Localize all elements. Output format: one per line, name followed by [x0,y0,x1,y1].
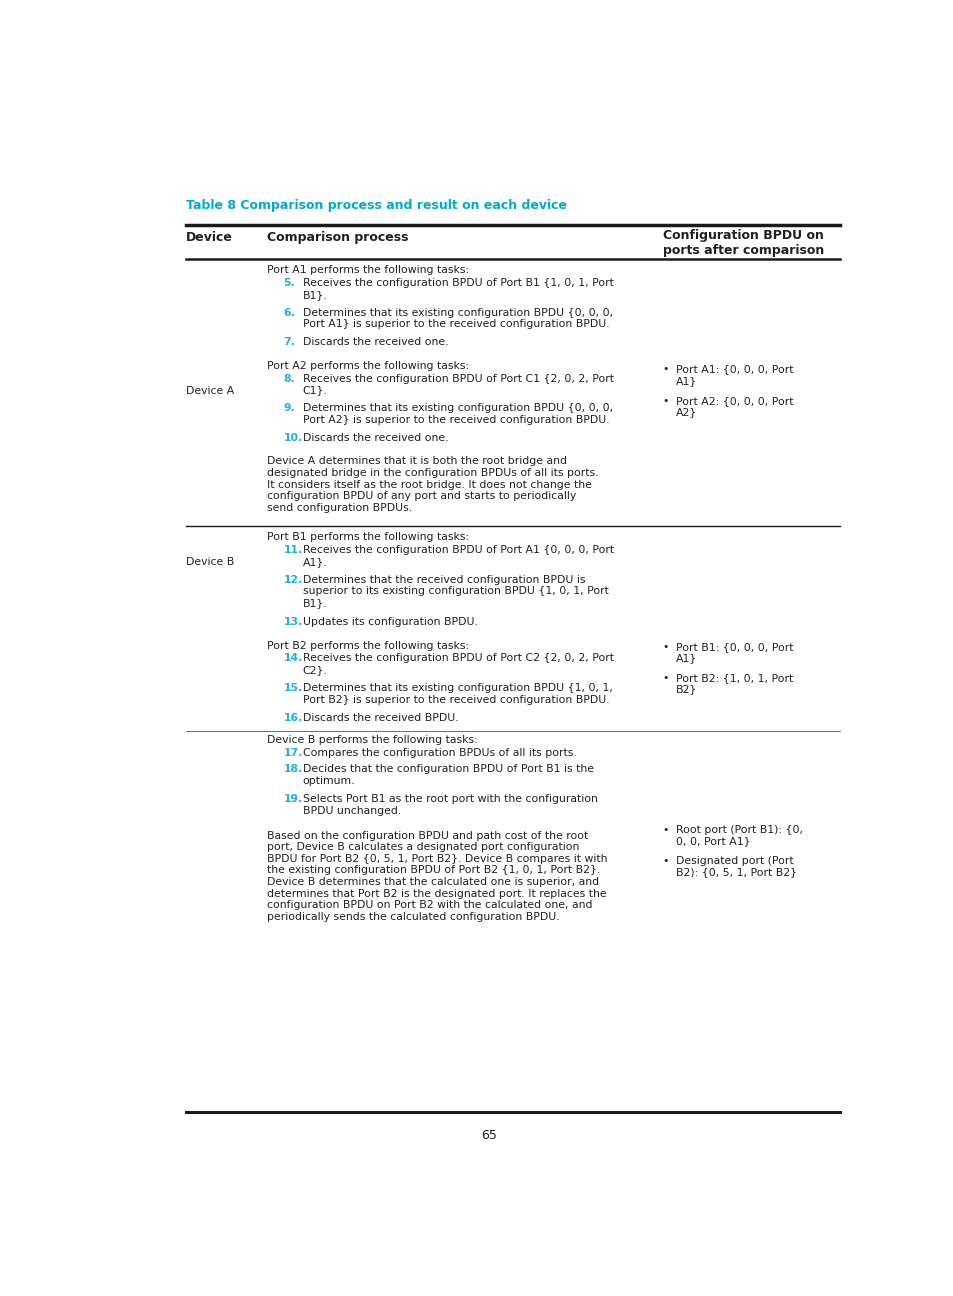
Text: •: • [662,824,668,835]
Text: Discards the received one.: Discards the received one. [302,433,448,443]
Text: •: • [662,642,668,652]
Text: Discards the received one.: Discards the received one. [302,337,448,347]
Text: Device A: Device A [186,386,233,395]
Text: Port A2 performs the following tasks:: Port A2 performs the following tasks: [267,360,469,371]
Text: Selects Port B1 as the root port with the configuration
BPDU unchanged.: Selects Port B1 as the root port with th… [302,794,597,815]
Text: 15.: 15. [283,683,302,693]
Text: Decides that the configuration BPDU of Port B1 is the
optimum.: Decides that the configuration BPDU of P… [302,765,593,787]
Text: •: • [662,673,668,683]
Text: 14.: 14. [283,653,302,664]
Text: 12.: 12. [283,574,302,584]
Text: •: • [662,395,668,406]
Text: Discards the received BPDU.: Discards the received BPDU. [302,713,457,723]
Text: Updates its configuration BPDU.: Updates its configuration BPDU. [302,617,477,627]
Text: Receives the configuration BPDU of Port C2 {2, 0, 2, Port
C2}.: Receives the configuration BPDU of Port … [302,653,613,675]
Text: 19.: 19. [283,794,302,804]
Text: Receives the configuration BPDU of Port C1 {2, 0, 2, Port
C1}.: Receives the configuration BPDU of Port … [302,373,613,395]
Text: Determines that its existing configuration BPDU {0, 0, 0,
Port A1} is superior t: Determines that its existing configurati… [302,307,612,329]
Text: Port B1: {0, 0, 0, Port
A1}: Port B1: {0, 0, 0, Port A1} [676,642,793,664]
Text: 9.: 9. [283,403,294,413]
Text: 5.: 5. [283,279,294,288]
Text: 10.: 10. [283,433,302,443]
Text: Compares the configuration BPDUs of all its ports.: Compares the configuration BPDUs of all … [302,748,576,758]
Text: 65: 65 [480,1130,497,1143]
Text: Device B performs the following tasks:: Device B performs the following tasks: [267,735,477,745]
Text: Port A1 performs the following tasks:: Port A1 performs the following tasks: [267,266,469,275]
Text: Device: Device [186,232,233,245]
Text: 8.: 8. [283,373,294,384]
Text: 13.: 13. [283,617,302,627]
Text: Determines that its existing configuration BPDU {1, 0, 1,
Port B2} is superior t: Determines that its existing configurati… [302,683,612,705]
Text: Root port (Port B1): {0,
0, 0, Port A1}: Root port (Port B1): {0, 0, 0, Port A1} [676,824,802,846]
Text: Determines that the received configuration BPDU is
superior to its existing conf: Determines that the received configurati… [302,574,608,608]
Text: 17.: 17. [283,748,302,758]
Text: Determines that its existing configuration BPDU {0, 0, 0,
Port A2} is superior t: Determines that its existing configurati… [302,403,612,425]
Text: 6.: 6. [283,307,294,318]
Text: Port B1 performs the following tasks:: Port B1 performs the following tasks: [267,533,469,542]
Text: 18.: 18. [283,765,302,775]
Text: 11.: 11. [283,546,302,555]
Text: Comparison process: Comparison process [267,232,408,245]
Text: •: • [662,855,668,866]
Text: 16.: 16. [283,713,302,723]
Text: •: • [662,364,668,375]
Text: Device A determines that it is both the root bridge and
designated bridge in the: Device A determines that it is both the … [267,456,598,513]
Text: Receives the configuration BPDU of Port A1 {0, 0, 0, Port
A1}.: Receives the configuration BPDU of Port … [302,546,613,566]
Text: Configuration BPDU on
ports after comparison: Configuration BPDU on ports after compar… [662,229,823,258]
Text: Port B2 performs the following tasks:: Port B2 performs the following tasks: [267,640,469,651]
Text: Designated port (Port
B2): {0, 5, 1, Port B2}: Designated port (Port B2): {0, 5, 1, Por… [676,855,796,877]
Text: 7.: 7. [283,337,294,347]
Text: Device B: Device B [186,557,233,566]
Text: Port A1: {0, 0, 0, Port
A1}: Port A1: {0, 0, 0, Port A1} [676,364,793,386]
Text: Port B2: {1, 0, 1, Port
B2}: Port B2: {1, 0, 1, Port B2} [676,673,792,695]
Text: Port A2: {0, 0, 0, Port
A2}: Port A2: {0, 0, 0, Port A2} [676,395,793,417]
Text: Table 8 Comparison process and result on each device: Table 8 Comparison process and result on… [186,200,566,213]
Text: Receives the configuration BPDU of Port B1 {1, 0, 1, Port
B1}.: Receives the configuration BPDU of Port … [302,279,613,299]
Text: Based on the configuration BPDU and path cost of the root
port, Device B calcula: Based on the configuration BPDU and path… [267,831,607,921]
